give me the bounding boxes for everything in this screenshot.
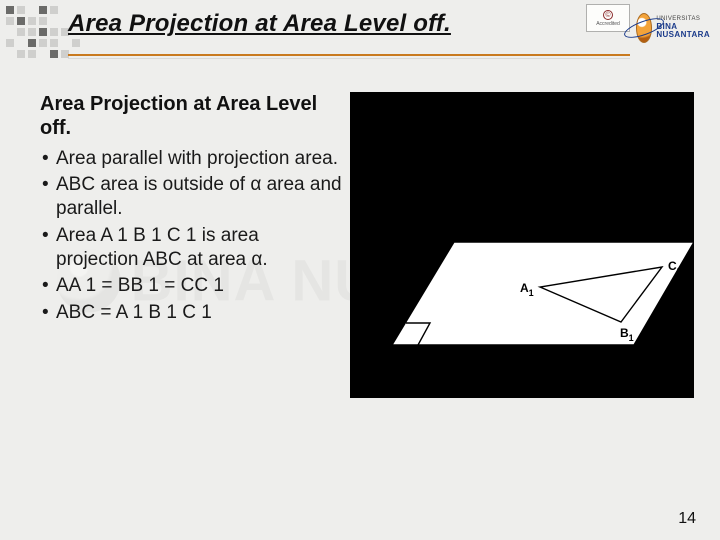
list-item-text: Area parallel with projection area.: [56, 148, 338, 169]
bullet-list: Area parallel with projection area. ABC …: [40, 147, 342, 325]
list-item: Area A 1 B 1 C 1 is area projection ABC …: [56, 224, 342, 273]
projection-figure: A1B1C1: [350, 92, 694, 398]
list-item: ABC = A 1 B 1 C 1: [56, 301, 342, 325]
title-underline-rule: [68, 54, 630, 56]
list-item: Area parallel with projection area.: [56, 147, 342, 171]
list-item-text: ABC area is outside of α area and parall…: [56, 174, 342, 219]
list-item: ABC area is outside of α area and parall…: [56, 173, 342, 222]
header: Area Projection at Area Level off.: [68, 10, 630, 38]
section-subhead: Area Projection at Area Level off.: [40, 92, 342, 141]
logo-mid-line: BINA NUSANTARA: [656, 23, 710, 40]
page-number: 14: [678, 510, 696, 528]
university-logo: UNIVERSITAS BINA NUSANTARA: [636, 6, 710, 50]
list-item-text: AA 1 = BB 1 = CC 1: [56, 275, 224, 296]
figure-svg: A1B1C1: [350, 92, 694, 398]
text-column: Area Projection at Area Level off. Area …: [40, 92, 342, 510]
logo-text: UNIVERSITAS BINA NUSANTARA: [656, 16, 710, 39]
title-underline-shadow: [68, 58, 630, 59]
list-item: AA 1 = BB 1 = CC 1: [56, 274, 342, 298]
content-area: Area Projection at Area Level off. Area …: [40, 92, 698, 510]
list-item-text: ABC = A 1 B 1 C 1: [56, 302, 212, 323]
logo-orb-icon: [636, 13, 652, 43]
page-title: Area Projection at Area Level off.: [68, 10, 630, 38]
list-item-text: Area A 1 B 1 C 1 is area projection ABC …: [56, 225, 268, 270]
